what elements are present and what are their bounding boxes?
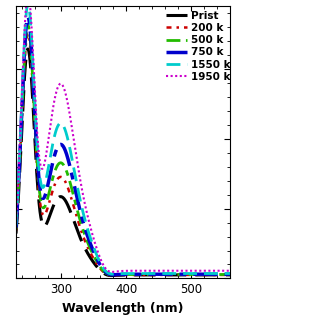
X-axis label: Wavelength (nm): Wavelength (nm)	[62, 302, 184, 315]
Legend: Prist, 200 k, 500 k, 750 k, 1550 k, 1950 k: Prist, 200 k, 500 k, 750 k, 1550 k, 1950…	[162, 6, 235, 86]
